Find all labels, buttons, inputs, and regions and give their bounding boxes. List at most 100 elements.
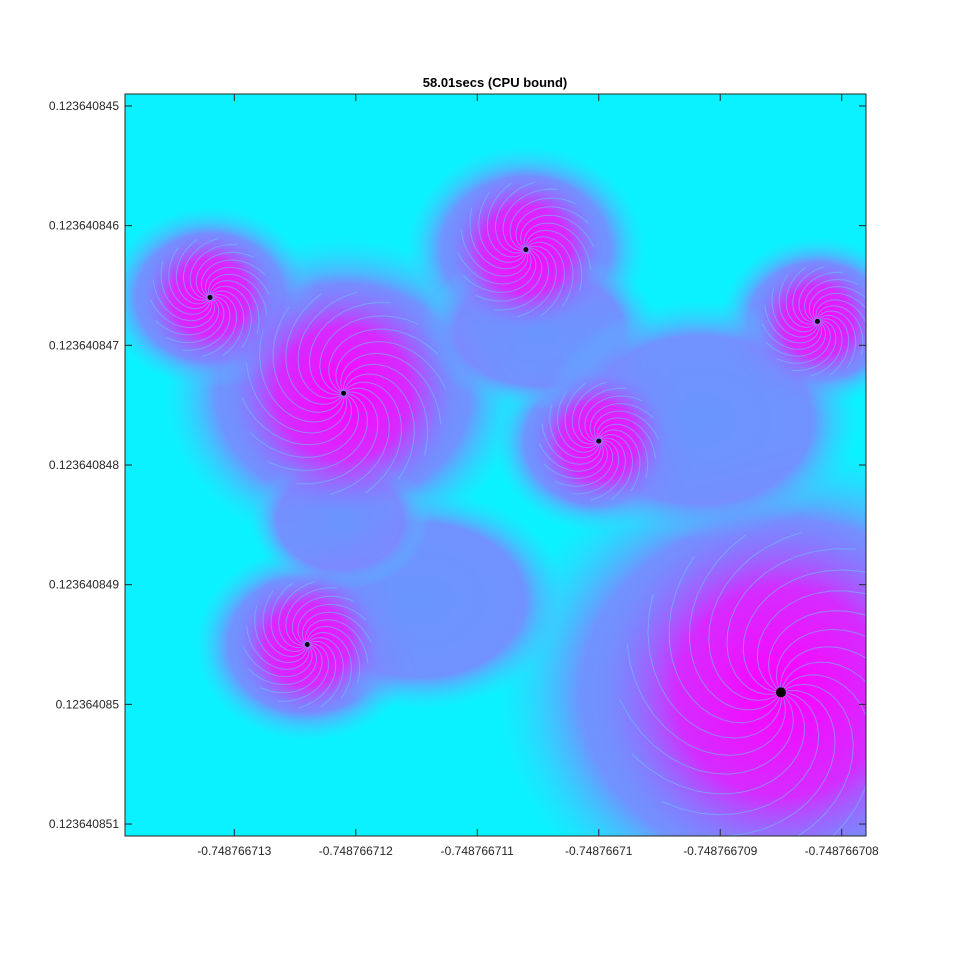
spiral-arm: [297, 291, 358, 399]
spiral-arm: [520, 214, 595, 250]
spiral-arm: [543, 440, 608, 479]
spiral-arm: [182, 296, 231, 351]
spiral-arm: [306, 637, 344, 708]
spiral-arm: [209, 290, 245, 356]
spiral-arm: [584, 395, 643, 442]
spiral-core: [814, 318, 820, 324]
spiral-arm: [525, 236, 574, 308]
spiral-arm: [771, 287, 819, 338]
spiral-arm: [486, 182, 527, 258]
spiral-arm: [541, 423, 601, 465]
spiral-arm: [189, 244, 238, 299]
spiral-arm: [285, 293, 345, 405]
y-tick-label: 0.12364085: [56, 697, 120, 711]
spiral-arm: [768, 610, 866, 693]
spiral-arm: [803, 278, 859, 322]
spiral-arm: [200, 259, 266, 298]
spiral-arm: [808, 286, 866, 322]
spiral-arm: [798, 271, 843, 323]
chart-title: 58.01secs (CPU bound): [423, 75, 568, 90]
spiral-core: [304, 642, 310, 648]
y-tick-label: 0.123640851: [49, 817, 119, 831]
spiral-arm: [761, 321, 823, 350]
spiral-arm: [726, 548, 856, 695]
spiral-arm: [626, 643, 787, 756]
spiral-core: [596, 438, 602, 444]
spiral-arm: [285, 587, 337, 646]
spiral-arm: [647, 594, 782, 739]
spiral-arm: [304, 619, 369, 664]
y-tick-label: 0.123640846: [49, 219, 119, 233]
spiral-arm: [668, 555, 782, 724]
spiral-arm: [812, 292, 866, 322]
y-axis: 0.123640845 0.123640846 0.123640847 0.12364…: [49, 99, 866, 831]
spiral-arm: [578, 387, 627, 443]
spiral-arm: [245, 362, 348, 434]
spiral-arm: [343, 381, 402, 494]
spiral-arm: [817, 314, 850, 376]
spiral-arm: [460, 229, 529, 277]
spiral-arm: [301, 611, 372, 645]
spiral-arm: [335, 341, 447, 394]
spiral-arm: [308, 301, 391, 395]
spiral-arm: [160, 261, 211, 315]
spiral-arm: [598, 429, 641, 492]
spiral-arm: [291, 595, 355, 645]
spiral-arm: [791, 320, 837, 372]
y-tick-label: 0.123640847: [49, 338, 119, 352]
spiral-arm: [598, 423, 649, 478]
y-tick-label: 0.123640849: [49, 578, 119, 592]
spiral-arm: [207, 273, 268, 316]
spiral-arm: [298, 640, 337, 709]
spiral-arm: [571, 439, 620, 495]
spiral-arm: [175, 239, 211, 305]
spiral-arm: [785, 267, 818, 328]
spiral-arm: [343, 373, 415, 480]
spiral-arm: [708, 531, 803, 701]
spiral-arm: [328, 328, 439, 394]
spiral-arm: [766, 320, 827, 357]
spiral-arm: [525, 229, 583, 292]
fractal-image: [125, 94, 866, 836]
spiral-arm: [815, 299, 866, 324]
spiral-arm: [742, 569, 866, 693]
spiral-arm: [152, 279, 213, 322]
spiral-arm: [241, 392, 353, 446]
spiral-arm: [515, 206, 590, 251]
spiral-arm: [661, 691, 820, 816]
x-tick-label: -0.748766713: [197, 844, 271, 858]
spiral-arm: [278, 580, 316, 649]
spiral-arm: [272, 306, 345, 413]
spiral-arm: [297, 604, 367, 645]
spiral-arm: [259, 331, 345, 423]
spiral-arm: [306, 631, 352, 699]
spiral-arm: [262, 590, 308, 658]
spiral-arm: [319, 315, 420, 394]
spiral-arm: [494, 248, 550, 311]
spiral-core: [523, 247, 529, 253]
spiral-arm: [182, 238, 218, 301]
spiral-arm: [571, 381, 607, 445]
x-tick-label: -0.748766708: [805, 844, 879, 858]
x-tick-label: -0.748766709: [683, 844, 757, 858]
spiral-arm: [462, 249, 537, 293]
spiral-core: [341, 390, 347, 396]
spiral-arm: [277, 643, 330, 702]
y-tick-label: 0.123640845: [49, 99, 119, 113]
spiral-arm: [502, 188, 558, 251]
spiral-arm: [247, 644, 318, 686]
spiral-arm: [593, 410, 659, 442]
spiral-arm: [778, 274, 818, 333]
x-axis: -0.748766713 -0.748766712 -0.748766711 -0.7…: [197, 94, 879, 858]
spiral-arm: [780, 683, 854, 836]
spiral-arm: [342, 363, 429, 456]
spiral-arm: [202, 293, 238, 357]
spiral-arm: [270, 581, 308, 652]
x-tick-label: -0.748766712: [319, 844, 393, 858]
spiral-arm: [249, 392, 360, 458]
spiral-arm: [254, 605, 308, 664]
spiral-arm: [780, 661, 866, 693]
spiral-arm: [204, 266, 270, 298]
spiral-arm: [166, 297, 225, 344]
